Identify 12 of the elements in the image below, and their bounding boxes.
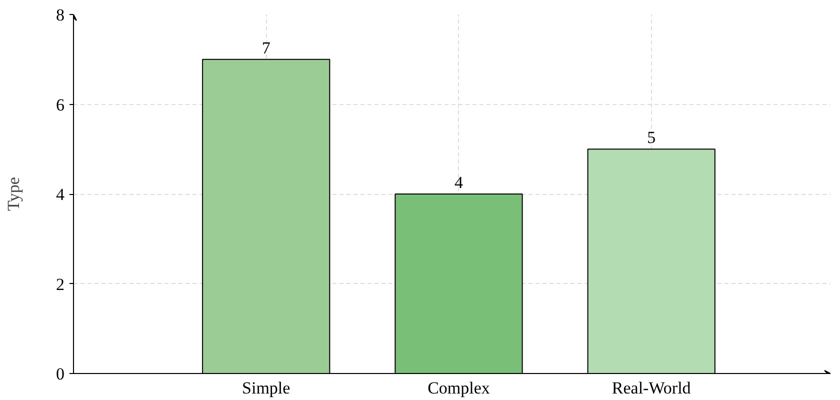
x-tick-label: Complex [428,378,490,398]
x-tick-label: Real-World [612,378,692,398]
data-label: 5 [647,128,656,148]
y-tick-label: 0 [56,364,64,384]
data-label: 4 [454,173,464,192]
y-tick-label: 4 [56,185,65,204]
y-tick-label: 2 [56,274,64,294]
y-tick-label: 6 [56,95,64,114]
x-tick-label: Simple [242,378,290,398]
y-tick-label: 8 [56,6,64,24]
data-label: 7 [262,38,271,58]
y-axis-title: Type [4,177,23,211]
